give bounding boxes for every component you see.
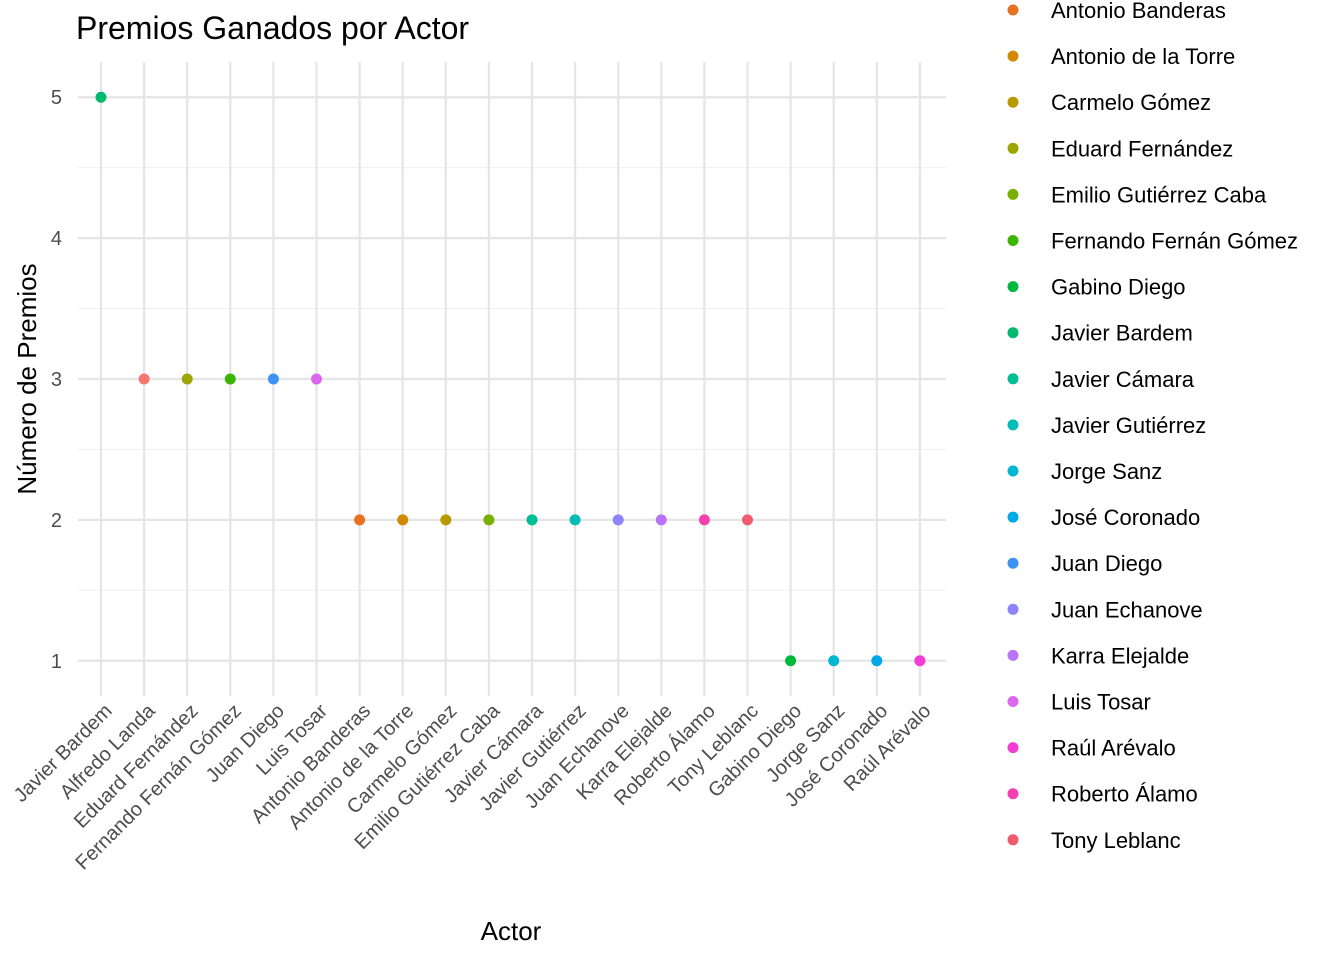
data-point — [914, 655, 926, 667]
legend-key — [1007, 834, 1019, 846]
legend-label: Juan Diego — [1051, 551, 1162, 576]
data-point — [655, 514, 667, 526]
legend-key — [1007, 742, 1019, 754]
y-tick-label: 2 — [51, 510, 62, 532]
legend-key — [1007, 511, 1019, 523]
legend-label: Karra Elejalde — [1051, 643, 1189, 668]
legend-key — [1007, 373, 1019, 385]
data-point — [871, 655, 883, 667]
legend-label: Jorge Sanz — [1051, 459, 1162, 484]
chart-title: Premios Ganados por Actor — [76, 10, 469, 46]
data-point — [354, 514, 366, 526]
data-point — [742, 514, 753, 526]
legend-key — [1007, 142, 1019, 154]
legend-label: Juan Echanove — [1051, 597, 1203, 622]
legend-label: Antonio de la Torre — [1051, 44, 1235, 69]
legend-key — [1007, 649, 1019, 661]
grid-lines — [78, 62, 946, 696]
legend-label: Fernando Fernán Gómez — [1051, 229, 1298, 254]
legend-label: Javier Gutiérrez — [1051, 413, 1206, 438]
data-point — [138, 373, 150, 385]
legend-label: José Coronado — [1051, 505, 1200, 530]
legend-label: Javier Bardem — [1051, 321, 1193, 346]
legend-label: Tony Leblanc — [1051, 828, 1181, 853]
data-point — [397, 514, 409, 526]
data-point — [483, 514, 495, 526]
legend-key — [1007, 696, 1019, 707]
data-point — [267, 373, 279, 385]
data-point — [181, 373, 193, 385]
legend-label: Luis Tosar — [1051, 690, 1151, 715]
data-point — [569, 514, 581, 526]
y-tick-label: 4 — [51, 228, 62, 250]
legend-key — [1007, 188, 1019, 200]
y-axis-ticks: 1 2 3 4 5 — [51, 87, 62, 673]
data-point — [828, 655, 840, 667]
legend-label: Roberto Álamo — [1051, 782, 1198, 807]
data-point — [612, 514, 624, 526]
legend: Antonio Banderas Antonio de la Torre Carme… — [1007, 0, 1298, 853]
legend-key — [1007, 603, 1019, 615]
legend-key — [1007, 4, 1019, 16]
legend-key — [1007, 557, 1019, 569]
data-points — [95, 91, 926, 667]
legend-label: Antonio Banderas — [1051, 0, 1226, 23]
y-tick-label: 5 — [51, 87, 62, 109]
data-point — [526, 514, 538, 526]
legend-label: Javier Cámara — [1051, 367, 1195, 392]
legend-label: Emilio Gutiérrez Caba — [1051, 182, 1267, 207]
legend-label: Carmelo Gómez — [1051, 90, 1211, 115]
legend-key — [1007, 327, 1019, 339]
data-point — [95, 91, 107, 103]
legend-key — [1007, 465, 1019, 477]
legend-label: Raúl Arévalo — [1051, 736, 1176, 761]
legend-key — [1007, 50, 1019, 62]
legend-key — [1007, 96, 1019, 108]
y-axis-title: Número de Premios — [12, 263, 42, 494]
y-tick-label: 3 — [51, 369, 62, 391]
legend-label: Gabino Diego — [1051, 275, 1186, 300]
data-point — [785, 655, 797, 667]
data-point — [698, 514, 710, 526]
data-point — [440, 514, 452, 526]
legend-key — [1007, 235, 1019, 246]
legend-key — [1007, 281, 1019, 293]
x-axis-title: Actor — [481, 916, 542, 946]
legend-key — [1007, 788, 1019, 800]
data-point — [311, 373, 322, 385]
legend-label: Eduard Fernández — [1051, 136, 1233, 161]
y-tick-label: 1 — [51, 651, 62, 673]
legend-key — [1007, 419, 1019, 431]
data-point — [224, 373, 236, 385]
